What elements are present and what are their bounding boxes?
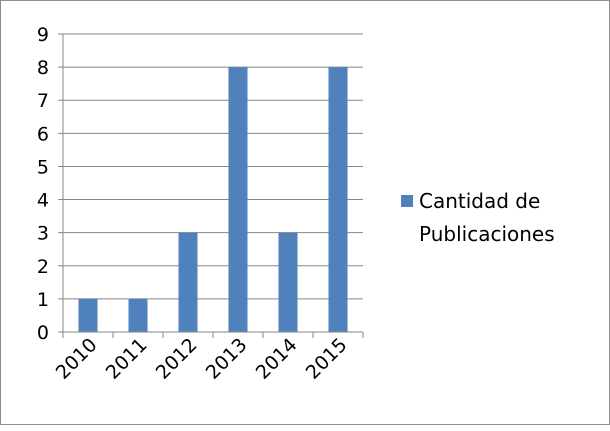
gridlines [63, 33, 363, 300]
legend-label-line-1: Cantidad de [419, 189, 540, 213]
y-tick-label: 9 [37, 24, 49, 46]
y-tick-label: 7 [37, 90, 49, 112]
x-tick-label: 2013 [202, 334, 252, 384]
bars [78, 67, 348, 332]
y-tick-label: 4 [37, 190, 49, 212]
bar-2013 [228, 67, 248, 332]
bar-2015 [328, 67, 348, 332]
x-tick-labels: 2010 2011 2012 2013 2014 2015 [52, 334, 352, 384]
y-tick-label: 8 [37, 57, 49, 79]
x-tick-label: 2015 [302, 334, 352, 384]
bar-2010 [78, 298, 98, 332]
x-tick-label: 2011 [102, 334, 152, 384]
bar-2014 [278, 232, 298, 332]
y-tick-label: 2 [37, 256, 49, 278]
bar-2011 [128, 298, 148, 332]
x-tick-label: 2014 [252, 334, 302, 384]
axes [58, 33, 364, 338]
legend: Cantidad de Publicaciones [401, 189, 555, 246]
y-tick-labels: 0 1 2 3 4 5 6 7 8 9 [37, 24, 49, 344]
legend-label-line-2: Publicaciones [419, 222, 555, 246]
legend-swatch [401, 195, 413, 207]
x-tick-label: 2012 [152, 334, 202, 384]
y-tick-label: 1 [37, 289, 49, 311]
y-tick-label: 0 [37, 322, 49, 344]
y-tick-label: 5 [37, 156, 49, 178]
y-tick-label: 3 [37, 223, 49, 245]
bar-2012 [178, 232, 198, 332]
y-tick-label: 6 [37, 123, 49, 145]
x-tick-label: 2010 [52, 334, 102, 384]
